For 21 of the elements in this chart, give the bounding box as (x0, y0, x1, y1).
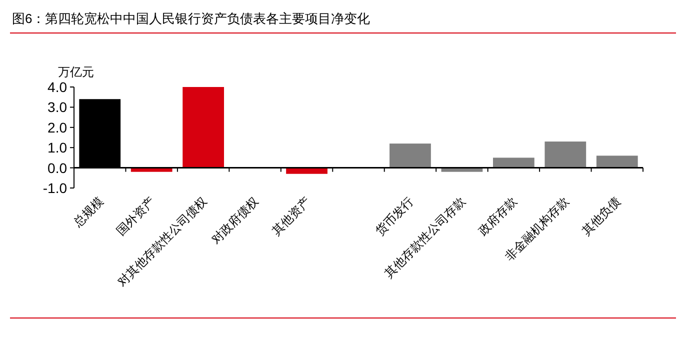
x-tick-label: 总规模 (70, 194, 106, 230)
y-axis-title: 万亿元 (58, 65, 94, 79)
x-tick-label: 对政府债权 (208, 194, 262, 247)
x-tick-label: 政府存款 (476, 194, 520, 238)
bar (286, 168, 328, 174)
y-tick-label: 2.0 (48, 119, 68, 136)
x-tick-label: 货币发行 (372, 194, 416, 238)
y-tick-label: -1.0 (42, 180, 68, 196)
bar (492, 158, 534, 168)
chart-title: 图6：第四轮宽松中中国人民银行资产负债表各主要项目净变化 (12, 11, 370, 26)
bar (182, 87, 224, 168)
x-tick-label: 其他负债 (579, 194, 624, 238)
y-tick-label: 1.0 (48, 140, 68, 156)
x-tick-label: 国外资产 (114, 194, 158, 238)
y-tick-label: 3.0 (48, 99, 68, 116)
y-tick-label: 4.0 (48, 79, 68, 95)
bar (390, 144, 431, 168)
bar (596, 156, 638, 168)
bar (544, 142, 586, 168)
x-tick-label: 其他资产 (269, 194, 313, 238)
y-tick-label: 0.0 (48, 160, 68, 176)
